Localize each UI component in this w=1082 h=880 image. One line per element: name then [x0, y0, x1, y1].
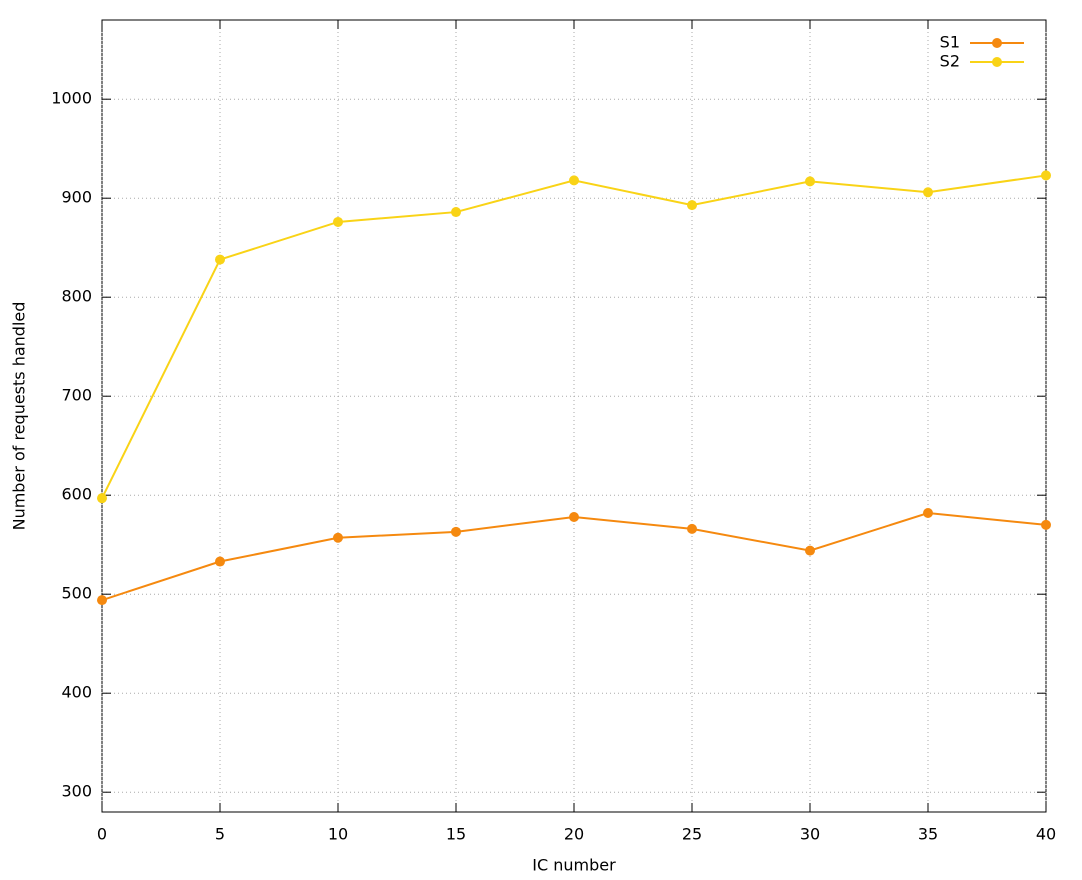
- data-point: [215, 254, 225, 265]
- data-point: [923, 187, 933, 198]
- data-point: [333, 216, 343, 227]
- y-tick-label: 700: [61, 386, 92, 405]
- x-tick-label: 35: [918, 825, 938, 844]
- y-tick-label: 900: [61, 188, 92, 207]
- x-tick-label: 15: [446, 825, 466, 844]
- data-point: [1041, 170, 1051, 181]
- legend-label: S1: [940, 33, 960, 52]
- y-tick-label: 1000: [51, 89, 92, 108]
- data-point: [923, 508, 933, 519]
- y-tick-label: 600: [61, 485, 92, 504]
- x-tick-label: 25: [682, 825, 702, 844]
- x-tick-label: 30: [800, 825, 820, 844]
- data-point: [451, 207, 461, 218]
- data-point: [333, 532, 343, 543]
- y-tick-label: 800: [61, 287, 92, 306]
- x-axis-label: IC number: [532, 856, 616, 875]
- y-axis-label: Number of requests handled: [10, 302, 29, 531]
- data-point: [569, 175, 579, 186]
- data-point: [569, 511, 579, 522]
- legend-marker: [992, 57, 1002, 67]
- legend-marker: [992, 38, 1002, 48]
- y-tick-label: 500: [61, 584, 92, 603]
- data-point: [215, 556, 225, 567]
- legend-label: S2: [940, 52, 960, 71]
- data-point: [451, 526, 461, 537]
- x-tick-label: 5: [215, 825, 225, 844]
- data-point: [805, 176, 815, 187]
- y-tick-label: 300: [61, 782, 92, 801]
- data-point: [1041, 519, 1051, 530]
- data-point: [97, 595, 107, 606]
- data-point: [687, 523, 697, 534]
- data-point: [97, 493, 107, 504]
- y-tick-label: 400: [61, 683, 92, 702]
- data-point: [687, 200, 697, 211]
- x-tick-label: 40: [1036, 825, 1056, 844]
- data-point: [805, 545, 815, 556]
- x-tick-label: 10: [328, 825, 348, 844]
- x-tick-label: 0: [97, 825, 107, 844]
- x-tick-label: 20: [564, 825, 584, 844]
